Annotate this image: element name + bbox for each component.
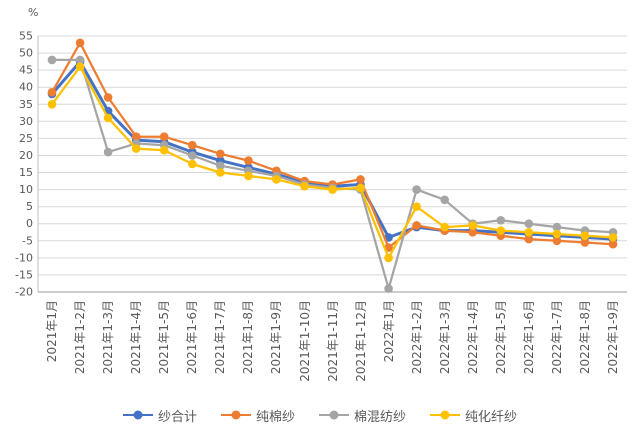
data-point-marker: [384, 284, 393, 293]
y-axis-tick-label: 40: [19, 81, 33, 94]
data-point-marker: [608, 239, 618, 249]
data-point-marker: [244, 156, 253, 165]
data-point-marker: [131, 144, 141, 153]
data-point-marker: [216, 168, 225, 177]
y-axis-tick-label: 55: [19, 30, 33, 43]
y-axis-tick-label: 25: [19, 132, 33, 145]
data-point-marker: [496, 226, 506, 235]
data-point-marker: [356, 183, 365, 193]
y-axis-tick-label: -15: [15, 268, 33, 281]
data-point-marker: [300, 181, 309, 191]
data-point-marker: [103, 147, 113, 157]
legend-item-3: 纯化纤纱: [430, 406, 517, 425]
legend: 纱合计 纯棉纱 棉混纺纱 纯化纤纱: [0, 403, 640, 427]
legend-marker-icon: [122, 410, 153, 420]
data-point-marker: [131, 132, 141, 141]
data-point-marker: [47, 88, 57, 97]
data-point-marker: [468, 228, 478, 237]
data-point-marker: [159, 132, 169, 141]
data-point-marker: [468, 221, 478, 230]
data-point-marker: [103, 113, 113, 123]
data-point-marker: [47, 100, 57, 109]
legend-label: 纯棉纱: [255, 409, 295, 425]
data-point-marker: [580, 238, 590, 247]
y-axis-tick-label: 0: [26, 217, 33, 230]
y-axis-tick-label: 30: [19, 115, 33, 128]
data-point-marker: [356, 175, 365, 184]
data-point-marker: [384, 253, 393, 263]
legend-marker-icon: [319, 410, 349, 420]
y-axis-unit-label: %: [28, 6, 39, 19]
data-point-marker: [188, 159, 197, 169]
data-point-marker: [188, 151, 197, 160]
y-axis-tick-label: 45: [19, 64, 33, 77]
data-point-marker: [75, 62, 85, 71]
y-axis-tick-label: 5: [26, 200, 33, 213]
data-point-marker: [412, 185, 421, 194]
legend-marker-icon: [220, 410, 251, 420]
y-axis-tick-label: -10: [15, 251, 33, 264]
data-point-marker: [244, 171, 253, 181]
legend-label: 纱合计: [157, 409, 197, 425]
y-axis-tick-label: -20: [15, 286, 33, 299]
legend-item-0: 纱合计: [122, 406, 197, 425]
data-point-marker: [496, 216, 506, 225]
y-axis-tick-label: 15: [19, 166, 33, 179]
y-axis-tick-label: 10: [19, 183, 33, 196]
data-point-marker: [216, 161, 225, 170]
data-point-marker: [75, 55, 85, 65]
y-axis-tick-label: -5: [22, 234, 33, 247]
data-point-marker: [440, 195, 450, 205]
y-axis-tick-label: 35: [19, 98, 33, 111]
data-point-marker: [608, 233, 618, 242]
data-point-marker: [552, 222, 562, 232]
data-point-marker: [412, 202, 421, 211]
data-point-marker: [103, 93, 113, 102]
data-point-marker: [580, 231, 590, 240]
data-point-marker: [159, 146, 169, 155]
data-point-marker: [328, 185, 337, 194]
data-point-marker: [524, 234, 534, 244]
data-point-marker: [188, 140, 197, 150]
legend-marker-icon: [430, 410, 461, 420]
y-axis-tick-label: 20: [19, 149, 33, 162]
data-point-marker: [440, 222, 450, 232]
data-point-marker: [47, 55, 57, 65]
data-point-marker: [552, 236, 562, 246]
legend-label: 纯化纤纱: [465, 409, 518, 425]
data-point-marker: [552, 229, 562, 239]
data-point-marker: [216, 149, 225, 159]
data-point-marker: [272, 175, 281, 184]
data-point-marker: [524, 219, 534, 228]
legend-label: 棉混纺纱: [354, 409, 407, 425]
data-point-marker: [524, 228, 534, 237]
y-axis-tick-label: 50: [19, 47, 33, 60]
data-point-marker: [412, 221, 421, 230]
legend-item-2: 棉混纺纱: [319, 406, 406, 425]
legend-item-1: 纯棉纱: [220, 406, 295, 425]
series-line-2: [50, 58, 615, 290]
data-point-marker: [75, 38, 85, 48]
